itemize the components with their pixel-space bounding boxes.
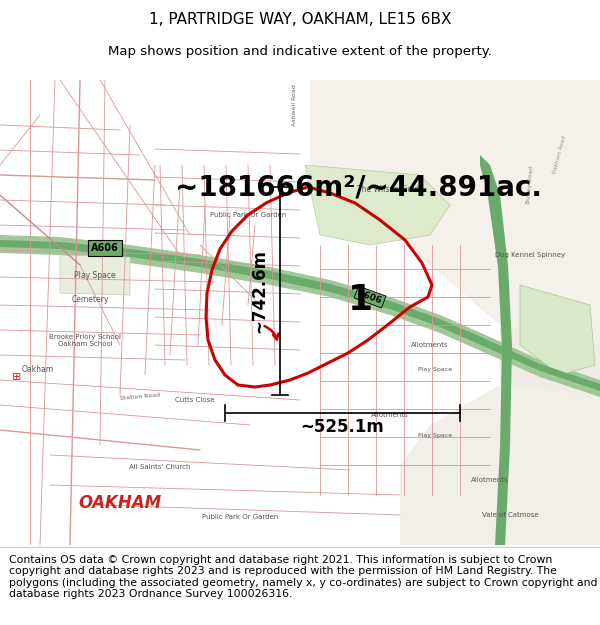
Polygon shape (0, 240, 600, 391)
Polygon shape (60, 255, 130, 295)
Text: Dog Kennel Spinney: Dog Kennel Spinney (495, 252, 565, 258)
Text: Vale of Catmose: Vale of Catmose (482, 512, 538, 518)
Text: Allotments: Allotments (471, 477, 509, 483)
Text: Ashwell Road: Ashwell Road (293, 84, 298, 126)
Text: A606: A606 (356, 288, 383, 306)
Text: Public Park Or Garden: Public Park Or Garden (210, 212, 286, 218)
Text: 1: 1 (347, 283, 373, 317)
Text: 1, PARTRIDGE WAY, OAKHAM, LE15 6BX: 1, PARTRIDGE WAY, OAKHAM, LE15 6BX (149, 12, 451, 28)
Polygon shape (0, 235, 600, 397)
Polygon shape (480, 155, 512, 545)
Text: Contains OS data © Crown copyright and database right 2021. This information is : Contains OS data © Crown copyright and d… (9, 554, 598, 599)
Text: Oakham Road: Oakham Road (553, 136, 568, 174)
Text: OAKHAM: OAKHAM (79, 494, 161, 512)
Text: The Wilson Fields: The Wilson Fields (357, 186, 423, 194)
Text: Allotments: Allotments (371, 412, 409, 418)
Polygon shape (305, 165, 450, 245)
Polygon shape (310, 80, 600, 345)
Text: Cutts Close: Cutts Close (175, 397, 215, 403)
Text: Play Space: Play Space (418, 368, 452, 372)
Text: Cemetery: Cemetery (71, 296, 109, 304)
Text: Play Space: Play Space (418, 432, 452, 437)
Text: Play Space: Play Space (74, 271, 116, 279)
Polygon shape (500, 325, 600, 545)
Text: Station Road: Station Road (120, 392, 160, 401)
Text: Brooke Priory School
Oakham School: Brooke Priory School Oakham School (49, 334, 121, 346)
Text: ~181666m²/~44.891ac.: ~181666m²/~44.891ac. (175, 173, 542, 201)
Text: ~525.1m: ~525.1m (301, 418, 385, 436)
Text: Oakham: Oakham (22, 366, 54, 374)
Text: ~742.6m: ~742.6m (250, 249, 268, 333)
Text: Public Park Or Garden: Public Park Or Garden (202, 514, 278, 520)
Text: Map shows position and indicative extent of the property.: Map shows position and indicative extent… (108, 46, 492, 59)
Text: A606: A606 (91, 243, 119, 253)
Text: All Saints' Church: All Saints' Church (129, 464, 191, 470)
Text: Burley Road: Burley Road (526, 166, 534, 204)
Text: ⊞: ⊞ (13, 372, 22, 382)
Polygon shape (520, 285, 595, 375)
Polygon shape (400, 385, 600, 545)
Text: Allotments: Allotments (411, 342, 449, 348)
